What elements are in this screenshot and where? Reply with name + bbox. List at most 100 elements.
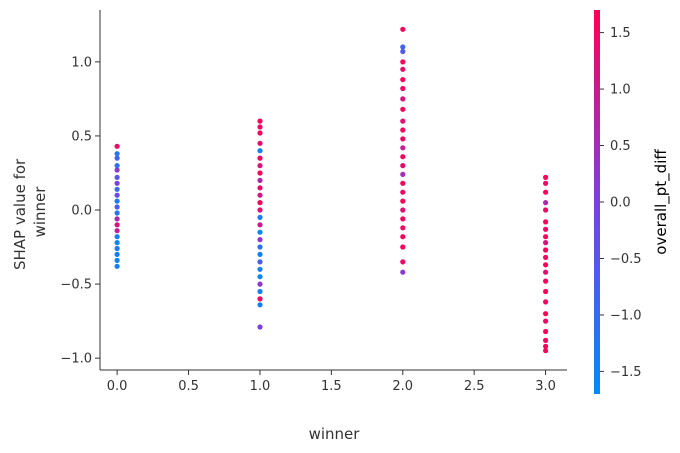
colorbar-tick-label: −0.5 — [610, 252, 642, 267]
data-point — [114, 257, 120, 263]
data-point — [257, 222, 263, 228]
data-point — [543, 254, 549, 260]
data-point — [543, 269, 549, 275]
data-point — [114, 204, 120, 210]
colorbar-tick-label: −1.0 — [610, 308, 642, 323]
data-point — [114, 163, 120, 169]
x-tick-label: 1.0 — [250, 379, 271, 394]
data-point — [257, 124, 263, 130]
data-point — [543, 226, 549, 232]
data-point — [400, 127, 406, 133]
data-point — [114, 228, 120, 234]
y-axis-title: SHAP value for winner — [11, 154, 49, 270]
y-axis-ticks: 1.0 0.5 0.0 −0.5 −1.0 — [60, 55, 100, 367]
data-point — [400, 106, 406, 112]
data-point — [543, 299, 549, 305]
data-point — [257, 200, 263, 206]
data-point — [114, 198, 120, 204]
data-point — [257, 296, 263, 302]
data-point — [257, 155, 263, 161]
data-point — [114, 155, 120, 161]
data-point — [257, 281, 263, 287]
data-point — [257, 118, 263, 124]
data-point — [543, 311, 549, 317]
data-point — [400, 48, 406, 55]
data-point — [257, 170, 263, 176]
data-point — [400, 225, 406, 231]
data-point — [400, 77, 406, 83]
data-point — [400, 198, 406, 204]
x-axis-ticks: 0.0 0.5 1.0 1.5 2.0 2.5 3.0 — [107, 370, 556, 394]
data-point — [114, 180, 120, 186]
data-point — [257, 324, 263, 330]
data-point — [400, 180, 406, 186]
data-point — [257, 130, 263, 136]
data-point — [400, 118, 406, 124]
colorbar-tick-label: −1.5 — [610, 365, 642, 380]
data-point — [114, 151, 120, 157]
data-point — [400, 163, 406, 169]
data-point — [543, 262, 549, 268]
colorbar — [594, 10, 600, 394]
data-point — [400, 145, 406, 151]
data-point — [543, 219, 549, 225]
data-point — [543, 180, 549, 186]
data-point — [257, 302, 263, 308]
data-point — [400, 269, 406, 275]
data-point — [400, 234, 406, 240]
data-point — [114, 263, 120, 269]
colorbar-tick-label: 0.0 — [610, 196, 631, 211]
colorbar-ticks: 1.5 1.0 0.5 0.0 −0.5 −1.0 −1.5 — [600, 26, 642, 380]
x-tick-label: 2.0 — [392, 379, 413, 394]
data-point — [543, 318, 549, 324]
data-point — [114, 143, 120, 149]
data-point — [543, 348, 549, 354]
colorbar-tick-label: 0.5 — [610, 139, 631, 154]
data-point — [257, 185, 263, 191]
data-point — [543, 207, 549, 213]
data-point — [257, 214, 263, 220]
data-point — [543, 240, 549, 246]
colorbar-title: overall_pt_diff — [652, 149, 671, 255]
data-point — [257, 288, 263, 295]
data-point — [257, 148, 263, 154]
data-point — [400, 136, 406, 142]
data-point — [114, 210, 120, 216]
data-point — [400, 154, 406, 160]
data-point — [400, 171, 406, 177]
y-tick-label: 0.0 — [71, 204, 92, 219]
colorbar-tick-label: 1.5 — [610, 26, 631, 41]
x-tick-label: 0.0 — [107, 379, 128, 394]
data-point — [114, 222, 120, 228]
data-point — [257, 207, 263, 213]
data-point — [257, 251, 263, 257]
y-axis-title-line-1: SHAP value for — [11, 158, 29, 270]
data-point — [114, 251, 120, 257]
data-point — [257, 274, 263, 280]
data-point — [400, 26, 406, 32]
data-point — [543, 337, 549, 343]
colorbar-tick-label: 1.0 — [610, 83, 631, 98]
data-point — [400, 59, 406, 65]
data-point — [400, 96, 406, 102]
data-point — [114, 245, 120, 252]
data-point — [114, 240, 120, 246]
data-point — [543, 278, 549, 284]
data-point — [400, 244, 406, 250]
y-tick-label: −1.0 — [60, 352, 92, 367]
data-point — [543, 234, 549, 240]
data-point — [257, 192, 263, 198]
scatter-points — [114, 26, 549, 354]
data-point — [400, 85, 406, 92]
data-point — [114, 174, 120, 180]
data-point — [543, 189, 549, 195]
data-point — [114, 167, 120, 173]
data-point — [114, 186, 120, 192]
y-tick-label: 0.5 — [71, 129, 92, 144]
y-tick-label: 1.0 — [71, 55, 92, 70]
x-tick-label: 0.5 — [178, 379, 199, 394]
data-point — [400, 207, 406, 213]
data-point — [114, 234, 120, 240]
data-point — [400, 259, 406, 265]
